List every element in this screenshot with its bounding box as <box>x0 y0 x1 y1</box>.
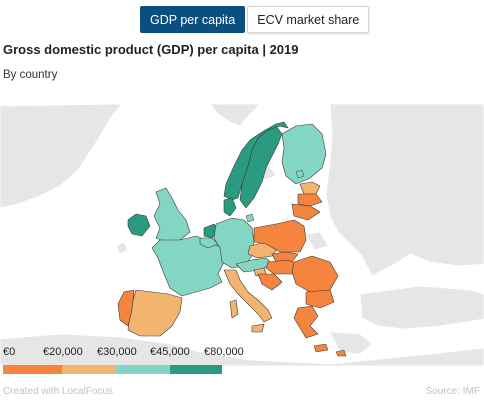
europe-map <box>0 104 484 366</box>
legend-label-45000: €45,000 <box>150 346 190 358</box>
islands <box>245 169 347 357</box>
tab-gdp-per-capita[interactable]: GDP per capita <box>140 6 246 33</box>
lithuania <box>291 203 321 221</box>
tab-bar: GDP per capita ECV market share <box>140 6 370 33</box>
credit-text[interactable]: Created with LocalFocus <box>3 386 114 397</box>
greece <box>293 305 319 339</box>
chart-title: Gross domestic product (GDP) per capita … <box>3 42 299 57</box>
poland <box>253 219 307 253</box>
countries-class-2 <box>127 181 321 337</box>
spain <box>127 289 183 337</box>
bulgaria <box>305 289 335 309</box>
legend-swatch-4 <box>170 365 222 374</box>
united-kingdom <box>153 187 191 243</box>
croatia <box>257 273 283 291</box>
chart-subtitle: By country <box>3 69 58 81</box>
legend-label-20000: €20,000 <box>43 346 83 358</box>
denmark <box>223 197 237 217</box>
countries-class-4 <box>127 121 289 239</box>
legend-swatch-1 <box>3 365 62 374</box>
color-legend: €0 €20,000 €30,000 €45,000 €80,000 <box>0 346 244 376</box>
legend-label-80000: €80,000 <box>204 346 244 358</box>
tab-ecv-market-share[interactable]: ECV market share <box>247 6 370 33</box>
legend-label-30000: €30,000 <box>97 346 137 358</box>
portugal <box>117 289 135 327</box>
estonia <box>299 181 321 195</box>
sardinia <box>229 299 239 319</box>
ireland <box>127 213 151 237</box>
italy <box>223 269 273 323</box>
romania <box>291 255 339 293</box>
belgium <box>199 237 219 249</box>
countries-class-3 <box>151 123 327 297</box>
countries-class-1 <box>117 193 339 339</box>
norway <box>223 121 289 201</box>
source-text: Source: IMF <box>425 386 480 397</box>
legend-label-0: €0 <box>3 346 16 358</box>
sicily <box>251 323 265 333</box>
legend-swatch-3 <box>116 365 170 374</box>
hungary <box>265 259 299 275</box>
legend-swatch-2 <box>62 365 116 374</box>
slovakia <box>271 251 299 263</box>
finland <box>281 123 327 185</box>
latvia <box>297 193 323 207</box>
